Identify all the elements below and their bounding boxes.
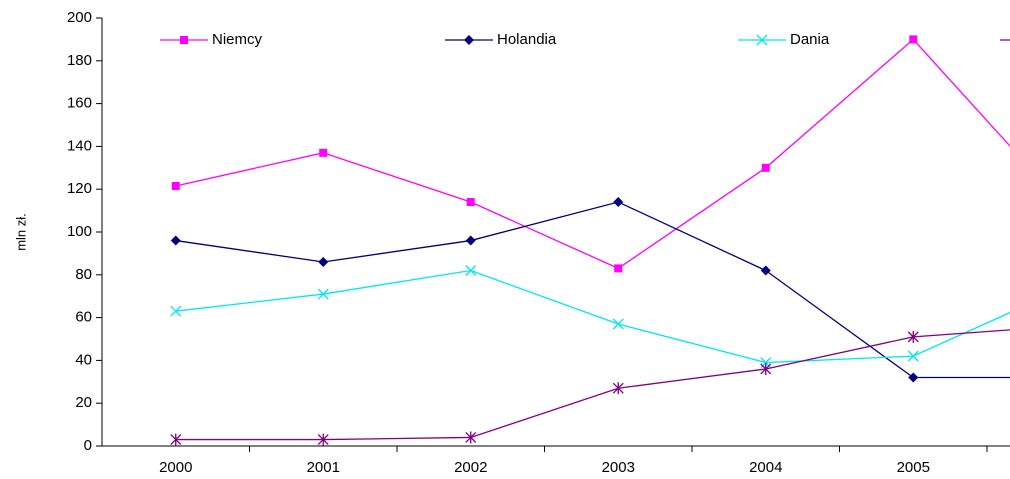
legend-label: Holandia (497, 31, 557, 48)
series-line (175, 201, 1010, 379)
data-point (170, 305, 182, 317)
y-tick-label: 200 (67, 9, 92, 26)
data-point (760, 265, 771, 276)
y-tick-label: 20 (75, 394, 92, 411)
series-line (175, 329, 1010, 441)
data-point (466, 198, 475, 207)
x-tick-label: 2001 (307, 459, 340, 476)
legend-label: Niemcy (212, 31, 263, 48)
x-tick-label: 2002 (454, 459, 487, 476)
y-tick-label: 140 (67, 137, 92, 154)
data-point (465, 235, 476, 246)
y-tick-label: 40 (75, 351, 92, 368)
data-point (907, 350, 919, 362)
y-tick-label: 0 (84, 437, 92, 454)
series-line (175, 38, 1010, 270)
legend-marker (464, 35, 474, 45)
y-tick-label: 80 (75, 266, 92, 283)
y-axis-label: mln zł. (13, 213, 28, 251)
data-point (317, 433, 329, 446)
y-tick-label: 120 (67, 180, 92, 197)
data-point (907, 330, 919, 343)
x-tick-label: 2000 (159, 459, 192, 476)
y-tick-label: 100 (67, 223, 92, 240)
legend-label: Dania (790, 31, 830, 48)
data-point (170, 433, 182, 446)
data-point (465, 431, 477, 444)
data-point (761, 163, 770, 172)
x-tick-label: 2003 (602, 459, 635, 476)
x-tick-label: 2005 (897, 459, 930, 476)
data-point (317, 288, 329, 300)
series-line (175, 269, 1010, 364)
data-point (318, 256, 329, 267)
legend-marker (180, 36, 188, 44)
data-point (760, 362, 772, 375)
data-point (612, 382, 624, 395)
data-point (908, 372, 919, 383)
data-point (170, 235, 181, 246)
y-tick-label: 180 (67, 52, 92, 69)
x-tick-label: 2004 (749, 459, 782, 476)
data-point (612, 318, 624, 330)
legend-marker (756, 34, 768, 46)
y-tick-label: 160 (67, 95, 92, 112)
y-tick-label: 60 (75, 309, 92, 326)
data-point (465, 265, 477, 276)
data-point (909, 35, 918, 44)
data-point (319, 148, 328, 157)
data-point (171, 181, 180, 190)
data-point (614, 264, 623, 273)
data-point (613, 197, 624, 208)
